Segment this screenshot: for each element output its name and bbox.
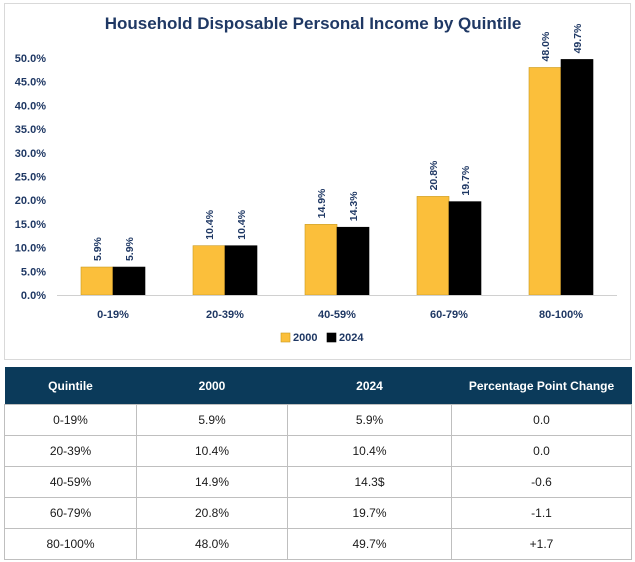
header-quintile: Quintile [4, 367, 137, 405]
bar-2000-60-79% [416, 196, 450, 296]
cell-2000: 14.9% [136, 466, 288, 498]
table-row: 80-100% 48.0% 49.7% +1.7 [4, 528, 632, 560]
bars [80, 59, 594, 296]
data-labels: 5.9% 5.9% 10.4% 10.4% 14.9% 14.3% 20.8% 19.7% 48… [92, 23, 584, 261]
y-tick-label: 5.0% [21, 266, 46, 278]
data-table: Quintile 2000 2024 Percentage Point Chan… [4, 367, 632, 560]
y-tick-label: 40.0% [15, 100, 46, 112]
cell-2024: 19.7% [287, 497, 452, 529]
bar-2000-20-39% [192, 245, 226, 296]
y-tick-label: 15.0% [15, 219, 46, 231]
cell-2000: 20.8% [136, 497, 288, 529]
legend-label-2000: 2000 [293, 332, 317, 344]
y-axis: 0.0% 5.0% 10.0% 15.0% 20.0% 25.0% 30.0% 35.0% 40… [15, 53, 46, 302]
bar-2024-60-79% [448, 201, 482, 296]
y-tick-label: 25.0% [15, 172, 46, 184]
data-label-2024-80-100%: 49.7% [572, 23, 584, 53]
bar-2024-80-100% [560, 59, 594, 296]
x-tick-label: 60-79% [430, 309, 468, 321]
header-2024: 2024 [287, 367, 452, 405]
y-tick-label: 50.0% [15, 53, 46, 65]
data-label-2024-40-59%: 14.3% [348, 191, 360, 221]
cell-change: -0.6 [451, 466, 632, 498]
cell-2000: 5.9% [136, 404, 288, 436]
y-tick-label: 35.0% [15, 124, 46, 136]
cell-quintile: 60-79% [4, 497, 137, 529]
cell-quintile: 0-19% [4, 404, 137, 436]
data-label-2024-0-19%: 5.9% [124, 236, 136, 261]
table-row: 0-19% 5.9% 5.9% 0.0 [4, 404, 632, 436]
bar-2024-40-59% [336, 226, 370, 296]
data-label-2000-80-100%: 48.0% [540, 31, 552, 61]
data-label-2000-20-39%: 10.4% [204, 209, 216, 239]
legend-swatch-2000 [280, 332, 291, 343]
x-tick-label: 80-100% [539, 309, 583, 321]
y-tick-label: 45.0% [15, 77, 46, 89]
data-label-2024-60-79%: 19.7% [460, 165, 472, 195]
cell-quintile: 40-59% [4, 466, 137, 498]
legend-label-2024: 2024 [339, 332, 364, 344]
bar-2000-40-59% [304, 224, 338, 296]
cell-quintile: 20-39% [4, 435, 137, 467]
bar-2024-20-39% [224, 245, 258, 296]
cell-change: -1.1 [451, 497, 632, 529]
cell-change: 0.0 [451, 435, 632, 467]
data-label-2000-40-59%: 14.9% [316, 188, 328, 218]
bar-chart: Household Disposable Personal Income by … [15, 14, 617, 344]
data-label-2024-20-39%: 10.4% [236, 209, 248, 239]
data-label-2000-60-79%: 20.8% [428, 160, 440, 190]
table-row: 40-59% 14.9% 14.3$ -0.6 [4, 466, 632, 498]
legend-swatch-2024 [326, 332, 337, 343]
cell-change: 0.0 [451, 404, 632, 436]
table-header-row: Quintile 2000 2024 Percentage Point Chan… [4, 367, 632, 405]
cell-change: +1.7 [451, 528, 632, 560]
cell-2024: 5.9% [287, 404, 452, 436]
header-change: Percentage Point Change [451, 367, 632, 405]
bar-2024-0-19% [112, 266, 146, 296]
table-row: 20-39% 10.4% 10.4% 0.0 [4, 435, 632, 467]
cell-2000: 48.0% [136, 528, 288, 560]
y-tick-label: 10.0% [15, 243, 46, 255]
y-tick-label: 30.0% [15, 148, 46, 160]
cell-2000: 10.4% [136, 435, 288, 467]
x-tick-label: 20-39% [206, 309, 244, 321]
chart-container: Household Disposable Personal Income by … [4, 3, 631, 360]
x-axis: 0-19% 20-39% 40-59% 60-79% 80-100% [97, 309, 583, 321]
cell-2024: 49.7% [287, 528, 452, 560]
y-tick-label: 20.0% [15, 195, 46, 207]
data-label-2000-0-19%: 5.9% [92, 236, 104, 261]
x-tick-label: 0-19% [97, 309, 129, 321]
cell-2024: 10.4% [287, 435, 452, 467]
y-tick-label: 0.0% [21, 290, 46, 302]
bar-2000-80-100% [528, 67, 562, 296]
chart-title: Household Disposable Personal Income by … [105, 14, 522, 33]
data-table-container: Quintile 2000 2024 Percentage Point Chan… [4, 367, 632, 560]
cell-quintile: 80-100% [4, 528, 137, 560]
cell-2024: 14.3$ [287, 466, 452, 498]
legend: 2000 2024 [280, 332, 364, 344]
x-tick-label: 40-59% [318, 309, 356, 321]
header-2000: 2000 [136, 367, 288, 405]
table-row: 60-79% 20.8% 19.7% -1.1 [4, 497, 632, 529]
bar-2000-0-19% [80, 266, 114, 296]
